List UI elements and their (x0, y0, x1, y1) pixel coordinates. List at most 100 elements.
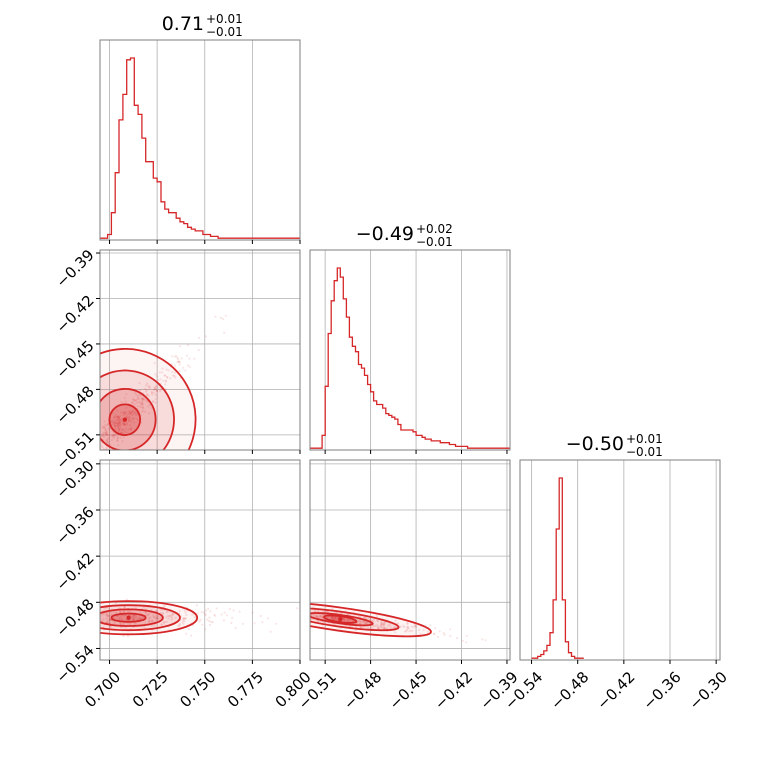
x-tick-label: 0.775 (224, 668, 267, 711)
scatter-point (96, 625, 98, 627)
scatter-point (129, 412, 133, 415)
scatter-point (320, 615, 324, 619)
scatter-point (306, 617, 308, 619)
scatter-point (128, 418, 131, 422)
scatter-point (140, 406, 143, 409)
scatter-point (365, 621, 368, 624)
scatter-point (139, 394, 142, 397)
scatter-point (154, 398, 157, 401)
scatter-point (316, 620, 319, 623)
scatter-point (118, 617, 121, 620)
scatter-point (128, 415, 131, 418)
scatter-point (259, 614, 262, 618)
scatter-point (123, 423, 126, 427)
scatter-point (317, 609, 320, 613)
scatter-point (102, 434, 105, 437)
scatter-point (178, 361, 181, 364)
scatter-point (449, 635, 452, 638)
scatter-point (178, 609, 181, 613)
histogram-step-line (531, 477, 584, 659)
scatter-point (465, 634, 468, 637)
scatter-point (125, 411, 128, 414)
scatter-point (184, 611, 187, 614)
scatter-point (124, 427, 127, 430)
scatter-point (399, 625, 402, 629)
scatter-point (118, 418, 121, 421)
scatter-point (433, 633, 436, 636)
scatter-point (143, 398, 146, 401)
scatter-point (225, 614, 229, 617)
summary-plus: +0.01 (206, 12, 243, 26)
scatter-point (114, 421, 117, 425)
scatter-point (97, 429, 99, 431)
scatter-point (422, 629, 425, 632)
scatter-point (104, 429, 107, 432)
scatter-point (125, 614, 128, 617)
scatter-point (230, 621, 233, 625)
scatter-point (117, 416, 120, 419)
scatter-point (346, 613, 349, 616)
summary-minus: −0.01 (206, 25, 243, 39)
scatter-point (383, 627, 387, 630)
scatter-point (116, 419, 119, 422)
scatter-point (321, 613, 325, 616)
scatter-point (357, 619, 361, 623)
scatter-point (134, 622, 137, 625)
scatter-point (131, 401, 134, 404)
scatter-point (125, 392, 128, 395)
scatter-point (208, 616, 211, 619)
scatter-point (231, 616, 234, 619)
scatter-point (162, 379, 165, 382)
scatter-point (170, 614, 173, 617)
scatter-point (288, 614, 290, 616)
scatter-point (96, 613, 98, 615)
scatter-point (305, 616, 307, 618)
scatter-point (163, 604, 166, 608)
scatter-point (117, 416, 120, 419)
scatter-point (122, 610, 125, 613)
scatter-point (123, 606, 126, 609)
scatter-point (100, 460, 102, 462)
scatter-point (106, 439, 109, 442)
scatter-point (178, 345, 181, 348)
scatter-point (303, 618, 305, 620)
x-tick-label: −0.42 (593, 668, 638, 713)
scatter-point (153, 362, 156, 365)
scatter-point (359, 626, 362, 629)
scatter-point (370, 626, 373, 629)
scatter-point (331, 616, 334, 620)
density-peak (338, 617, 343, 622)
scatter-point (111, 422, 114, 425)
scatter-point (449, 628, 452, 631)
scatter-point (123, 411, 127, 414)
scatter-point (94, 447, 96, 449)
panel-frame (99, 249, 301, 451)
scatter-point (117, 426, 120, 429)
scatter-point (167, 369, 170, 372)
scatter-point (220, 613, 223, 616)
scatter-point (128, 410, 131, 413)
scatter-point (185, 354, 189, 357)
scatter-point (103, 420, 106, 423)
scatter-point (145, 399, 148, 402)
y-tick-label: −0.54 (52, 641, 97, 686)
scatter-point (113, 620, 116, 623)
scatter-point (141, 402, 144, 405)
scatter-point (131, 615, 134, 618)
scatter-point (161, 367, 164, 370)
scatter-point (110, 611, 113, 614)
scatter-point (117, 420, 120, 423)
scatter-point (94, 620, 96, 622)
scatter-point (147, 405, 150, 408)
scatter-point (183, 609, 186, 612)
scatter-point (437, 635, 440, 639)
scatter-point (372, 619, 375, 622)
scatter-point (193, 616, 197, 619)
scatter-point (393, 626, 397, 629)
scatter-point (176, 361, 179, 364)
scatter-point (168, 614, 171, 617)
scatter-point (105, 430, 109, 434)
scatter-point (362, 620, 366, 623)
scatter-point (113, 420, 117, 423)
scatter-point (204, 614, 207, 617)
